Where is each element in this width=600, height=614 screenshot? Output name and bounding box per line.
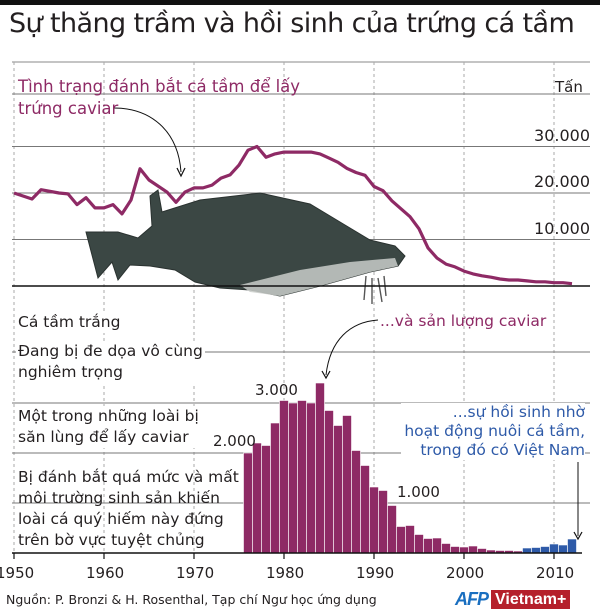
catch-line: [13, 144, 573, 286]
x-tick-2010: 2010: [536, 564, 575, 582]
bar-2011: [558, 544, 568, 554]
afp-logo: AFP: [455, 588, 489, 609]
bar-y-tick-1000: 1.000: [397, 483, 440, 501]
bar-2000: [459, 546, 469, 554]
page-title: Sự thăng trầm và hồi sinh của trứng cá t…: [9, 8, 575, 39]
bar-1977: [252, 442, 262, 554]
revival-annotation: ...sự hồi sinh nhờ hoạt động nuôi cá tầm…: [401, 403, 585, 460]
y-tick-20000: 20.000: [534, 172, 590, 191]
fact-hunted-line1: Một trong những loài bị: [18, 407, 199, 425]
bar-1987: [342, 415, 352, 554]
y-tick-30000: 30.000: [534, 126, 590, 145]
bar-1981: [288, 402, 298, 554]
bar-1982: [297, 400, 307, 554]
bar-y-tick-2000: 2.000: [213, 432, 256, 450]
bar-2001: [468, 545, 478, 554]
top-border: [0, 0, 600, 5]
fact-hunted-line2: săn lùng để lấy caviar: [18, 428, 189, 446]
bar-1979: [270, 422, 280, 554]
vietnamplus-logo: Vietnam+: [491, 589, 571, 609]
bar-2009: [540, 546, 550, 554]
bar-1993: [396, 526, 406, 554]
bar-1985: [324, 410, 334, 554]
bar-2010: [549, 543, 559, 554]
x-tick-2000: 2000: [446, 564, 485, 582]
bar-2012: [567, 538, 577, 554]
bar-1994: [405, 525, 415, 554]
bar-1989: [360, 465, 370, 554]
revival-line2: hoạt động nuôi cá tầm,: [404, 422, 585, 440]
source-note: Nguồn: P. Bronzi & H. Rosenthal, Tạp chí…: [6, 592, 377, 607]
status-line2: nghiêm trọng: [18, 363, 123, 381]
bar-1992: [387, 505, 397, 554]
bar-y-tick-3000: 3.000: [255, 381, 298, 399]
fact-hunted: Một trong những loài bị săn lùng để lấy …: [16, 406, 201, 448]
x-tick-1970: 1970: [176, 564, 215, 582]
fact-extinction-line4: trên bờ vực tuyệt chủng: [18, 531, 205, 549]
x-tick-1950: 1950: [0, 564, 35, 582]
bar-1990: [369, 486, 379, 554]
bar-1976: [243, 452, 253, 554]
fact-extinction-line2: môi trường sinh sản khiến: [18, 489, 220, 507]
fish-barbels: [363, 275, 387, 304]
revival-arrow-head: [573, 531, 583, 541]
bar-1983: [306, 402, 316, 554]
bar-1995: [414, 534, 424, 554]
bar-1991: [378, 490, 388, 554]
revival-line1: ...sự hồi sinh nhờ: [452, 403, 585, 421]
x-tick-1990: 1990: [356, 564, 395, 582]
publisher-logo: AFP Vietnam+: [455, 588, 571, 609]
fish-body: [85, 189, 406, 297]
unit-label: Tấn: [555, 78, 583, 96]
bar-1999: [450, 546, 460, 554]
bar-2008: [531, 547, 541, 554]
x-tick-1980: 1980: [266, 564, 305, 582]
catch-annotation-line1: Tình trạng đánh bắt cá tầm để lấy: [18, 77, 301, 96]
bar-1996: [423, 538, 433, 554]
catch-annotation-arrow: [113, 107, 182, 173]
species-label: Cá tầm trắng: [16, 312, 123, 333]
x-tick-1960: 1960: [86, 564, 125, 582]
fact-extinction-line3: loài cá quý hiếm này đứng: [18, 510, 224, 528]
catch-arrow-head: [176, 167, 186, 178]
production-annotation: ...và sản lượng caviar: [380, 312, 547, 330]
y-tick-10000: 10.000: [534, 219, 590, 238]
bar-1988: [351, 450, 361, 554]
fact-extinction-line1: Bị đánh bắt quá mức và mất: [18, 468, 239, 486]
catch-annotation-line2: trứng caviar: [18, 99, 119, 118]
status-text: Đang bị đe dọa vô cùng nghiêm trọng: [16, 341, 205, 383]
bar-1998: [441, 543, 451, 554]
bar-1984: [315, 382, 325, 554]
catch-annotation: Tình trạng đánh bắt cá tầm để lấy trứng …: [18, 76, 300, 120]
status-line1: Đang bị đe dọa vô cùng: [18, 342, 203, 360]
sturgeon-illustration: [85, 189, 406, 304]
bar-1978: [261, 445, 271, 554]
bar-1986: [333, 425, 343, 554]
production-arrow-head: [321, 370, 331, 380]
bar-1980: [279, 400, 289, 554]
bar-1997: [432, 537, 442, 554]
fact-extinction: Bị đánh bắt quá mức và mất môi trường si…: [16, 467, 241, 551]
production-arrow: [325, 319, 379, 376]
revival-line3: trong đó có Việt Nam: [420, 441, 585, 459]
